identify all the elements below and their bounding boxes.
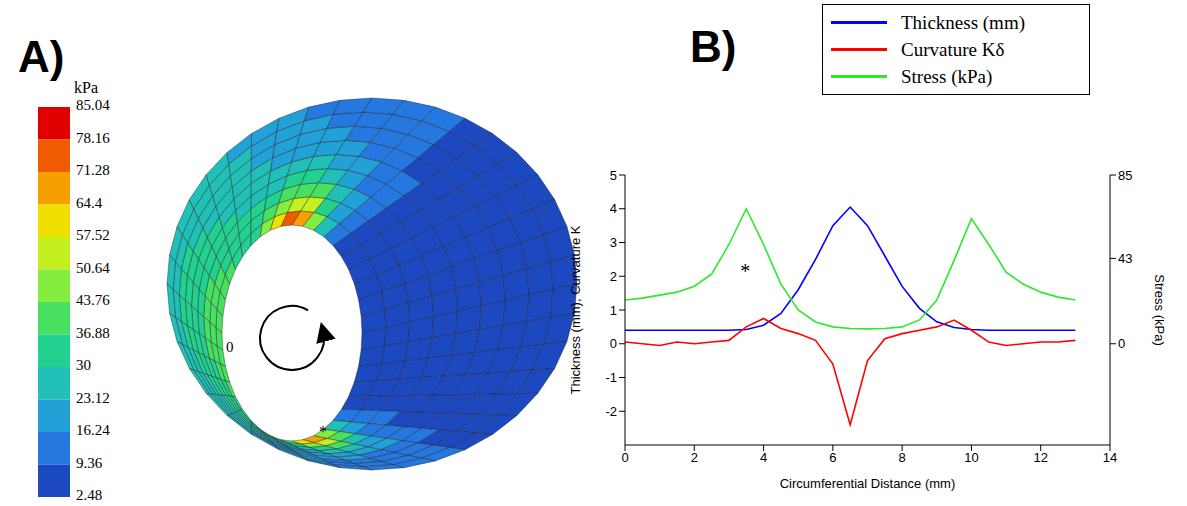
- svg-text:71.28: 71.28: [76, 162, 110, 178]
- svg-text:9.36: 9.36: [76, 455, 103, 471]
- svg-text:57.52: 57.52: [76, 227, 110, 243]
- html-text:B): B): [690, 22, 737, 71]
- svg-text:16.24: 16.24: [76, 422, 110, 438]
- svg-text:0: 0: [610, 336, 617, 351]
- svg-text:6: 6: [829, 450, 836, 465]
- svg-text:0: 0: [1118, 336, 1125, 351]
- svg-text:78.16: 78.16: [76, 130, 110, 146]
- svg-text:12: 12: [1033, 450, 1047, 465]
- svg-text:10: 10: [964, 450, 978, 465]
- svg-text:0: 0: [226, 339, 234, 355]
- svg-text:4: 4: [760, 450, 767, 465]
- svg-text:4: 4: [610, 201, 617, 216]
- html-text:Stress (kPa): Stress (kPa): [901, 65, 993, 87]
- html-text:Thickness (mm): Thickness (mm): [901, 11, 1025, 33]
- svg-text:2: 2: [691, 450, 698, 465]
- svg-text:Stress (kPa): Stress (kPa): [1152, 274, 1167, 346]
- svg-text:5: 5: [610, 168, 617, 183]
- svg-text:1: 1: [610, 303, 617, 318]
- svg-text:-2: -2: [605, 404, 617, 419]
- svg-text:30: 30: [76, 357, 91, 373]
- svg-text:85.04: 85.04: [76, 97, 110, 113]
- svg-text:43: 43: [1118, 251, 1132, 266]
- svg-text:A): A): [18, 32, 64, 81]
- html-text:Curvature Kδ: Curvature Kδ: [901, 38, 1005, 60]
- svg-text:*: *: [319, 423, 327, 440]
- svg-text:Thickness (mm), Curvature K: Thickness (mm), Curvature K: [568, 225, 583, 394]
- svg-text:2.48: 2.48: [76, 487, 102, 503]
- svg-text:Circumferential Distance (mm): Circumferential Distance (mm): [780, 476, 956, 491]
- svg-text:0: 0: [621, 450, 628, 465]
- svg-text:50.64: 50.64: [76, 260, 110, 276]
- svg-text:8: 8: [899, 450, 906, 465]
- svg-text:2: 2: [610, 269, 617, 284]
- svg-text:64.4: 64.4: [76, 195, 103, 211]
- svg-text:3: 3: [610, 235, 617, 250]
- svg-text:-1: -1: [605, 370, 617, 385]
- svg-text:36.88: 36.88: [76, 325, 110, 341]
- svg-text:85: 85: [1118, 168, 1132, 183]
- svg-text:kPa: kPa: [74, 79, 98, 96]
- svg-text:23.12: 23.12: [76, 390, 110, 406]
- svg-text:43.76: 43.76: [76, 292, 110, 308]
- svg-text:14: 14: [1103, 450, 1117, 465]
